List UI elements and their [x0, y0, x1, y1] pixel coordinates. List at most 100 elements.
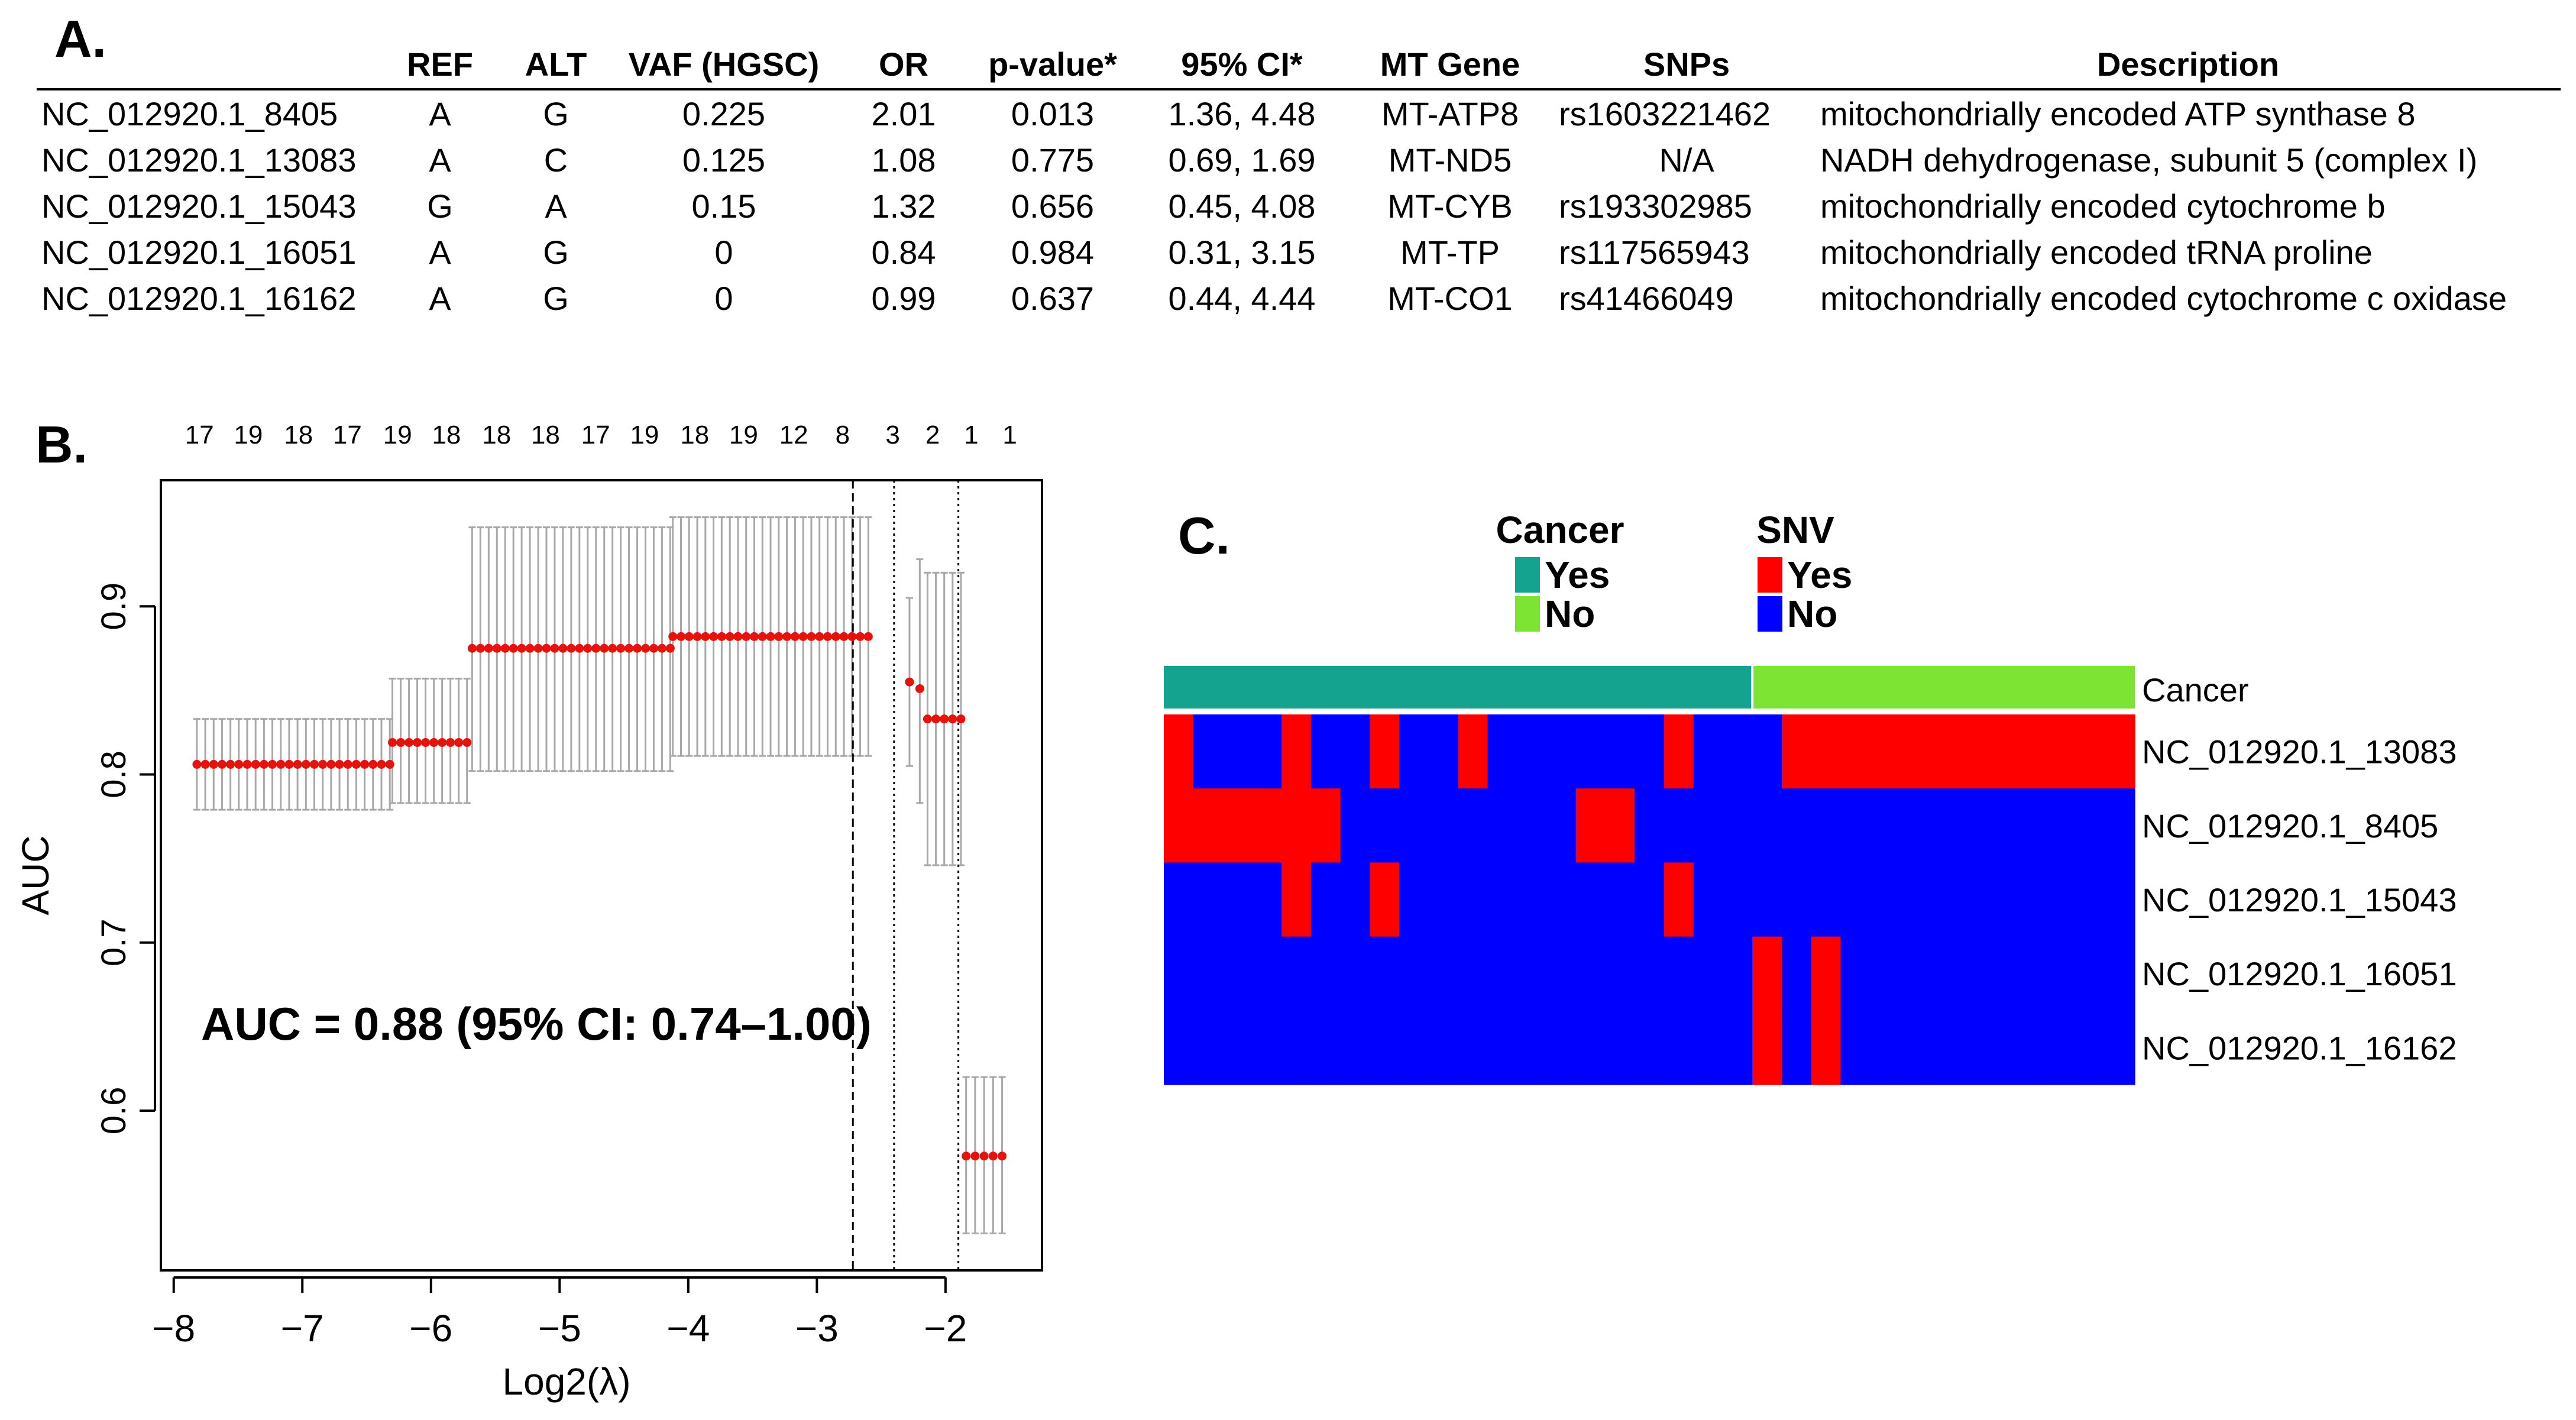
- table-cell: N/A: [1659, 141, 1714, 179]
- table-cell: G: [543, 234, 569, 271]
- panel-b-auc-plot: B. −8 −7 −6 −5 −4 −3 −2 0.60.70.80.9 17 19 18 17 1…: [14, 415, 1043, 1403]
- heatmap-cell: [1635, 936, 1665, 1011]
- auc-point: [318, 759, 328, 769]
- heatmap-cell: [1370, 936, 1400, 1011]
- heatmap-cell: [1281, 788, 1312, 863]
- heatmap-cell: [1752, 936, 1782, 1011]
- heatmap-cell: [1781, 862, 1812, 937]
- legend-snv: SNV Yes No: [1756, 509, 1852, 635]
- y-axis: 0.6 0.7 0.8 0.9: [95, 583, 156, 1135]
- table-cell: A: [429, 95, 451, 132]
- heatmap-cell: [1575, 936, 1606, 1011]
- table-cell: 0.44, 4.44: [1168, 280, 1315, 317]
- auc-point: [856, 632, 865, 641]
- table-cell: MT-TP: [1400, 234, 1500, 271]
- heatmap-cell: [1988, 714, 2018, 789]
- heatmap-cell: [1605, 788, 1635, 863]
- auc-point: [815, 632, 824, 641]
- auc-point: [931, 714, 941, 724]
- y-tick-label: 0.7: [95, 918, 133, 966]
- x-tick-label: −6: [409, 1307, 452, 1350]
- heatmap-cell: [1693, 788, 1723, 863]
- heatmap-cell: [1546, 1010, 1577, 1085]
- auc-point: [268, 759, 277, 769]
- auc-point: [600, 643, 609, 653]
- auc-point: [484, 643, 493, 653]
- heatmap-cell: [1164, 788, 1194, 863]
- heatmap-cell: [2046, 1010, 2077, 1085]
- legend-snv-title: SNV: [1756, 509, 1834, 551]
- heatmap-cell: [1605, 936, 1635, 1011]
- x-tick-label: −8: [152, 1307, 195, 1350]
- auc-point: [467, 643, 477, 653]
- table-cell: mitochondrially encoded cytochrome b: [1820, 187, 2386, 225]
- y-tick-label: 0.6: [95, 1087, 133, 1135]
- auc-point: [360, 759, 370, 769]
- auc-point: [676, 632, 685, 641]
- heatmap-cell: [1310, 1010, 1341, 1085]
- auc-point: [251, 759, 260, 769]
- legend-cancer: Cancer Yes No: [1496, 509, 1624, 635]
- table-cell: 0.984: [1011, 234, 1094, 271]
- heatmap-cell: [2017, 788, 2047, 863]
- auc-point: [226, 759, 235, 769]
- table-cell: 1.36, 4.48: [1168, 95, 1315, 132]
- heatmap-cell: [1546, 788, 1577, 863]
- auc-point: [979, 1151, 989, 1161]
- heatmap-cell: [1399, 936, 1429, 1011]
- heatmap-cell: [2017, 714, 2047, 789]
- top-axis-count: 17: [581, 420, 610, 449]
- heatmap-cell: [2105, 1010, 2135, 1085]
- auc-point: [847, 632, 857, 641]
- auc-point: [657, 643, 666, 653]
- heatmap-cell: [2046, 714, 2077, 789]
- heatmap-cell: [1752, 862, 1782, 937]
- top-axis-count: 17: [333, 420, 362, 449]
- heatmap-cell: [1693, 714, 1723, 789]
- table-header-cell: Description: [2097, 46, 2279, 83]
- auc-point: [438, 738, 447, 747]
- table-cell: 0.84: [872, 234, 936, 271]
- auc-point: [217, 759, 226, 769]
- auc-points: [192, 632, 1007, 1161]
- heatmap-cell: [1635, 1010, 1665, 1085]
- table-cell: A: [545, 187, 567, 225]
- heatmap-cell: [1546, 714, 1577, 789]
- heatmap-cell: [1458, 788, 1488, 863]
- auc-point: [701, 632, 710, 641]
- heatmap-cell: [1458, 862, 1488, 937]
- heatmap-cell: [1899, 936, 1930, 1011]
- heatmap-cell: [1487, 1010, 1517, 1085]
- heatmap-cell: [2017, 1010, 2047, 1085]
- auc-point: [492, 643, 501, 653]
- table-cell: NC_012920.1_15043: [41, 187, 356, 225]
- auc-point: [343, 759, 352, 769]
- heatmap-cell: [1958, 862, 1988, 937]
- table-cell: MT-CO1: [1387, 280, 1513, 317]
- table-cell: C: [544, 141, 568, 179]
- legend-snv-yes-swatch: [1758, 557, 1782, 593]
- heatmap-cell: [1252, 1010, 1282, 1085]
- legend-cancer-no-label: No: [1545, 593, 1595, 635]
- auc-point: [725, 632, 734, 641]
- auc-point: [396, 738, 406, 747]
- table-cell: NC_012920.1_8405: [41, 95, 338, 132]
- table-cell: 0.99: [872, 280, 936, 317]
- legend-cancer-no-swatch: [1515, 596, 1540, 632]
- heatmap-cell: [1517, 936, 1547, 1011]
- table-row: NC_012920.1_8405 A G 0.225 2.01 0.013 1.36, 4.…: [41, 95, 2416, 132]
- cancer-yes-block: [1164, 666, 1753, 709]
- auc-point: [583, 643, 593, 653]
- heatmap-cell: [1958, 1010, 1988, 1085]
- x-tick-label: −7: [281, 1307, 324, 1350]
- top-axis-count: 19: [729, 420, 758, 449]
- table-cell: mitochondrially encoded cytochrome c oxi…: [1820, 280, 2507, 317]
- heatmap-cell: [1664, 788, 1694, 863]
- heatmap-cell: [1222, 788, 1253, 863]
- heatmap-cell: [1781, 788, 1812, 863]
- heatmap-cell: [1164, 714, 1194, 789]
- heatmap-cell: [2076, 936, 2106, 1011]
- heatmap-cell: [1193, 788, 1224, 863]
- heatmap-cell: [1693, 1010, 1723, 1085]
- heatmap-cell: [1370, 1010, 1400, 1085]
